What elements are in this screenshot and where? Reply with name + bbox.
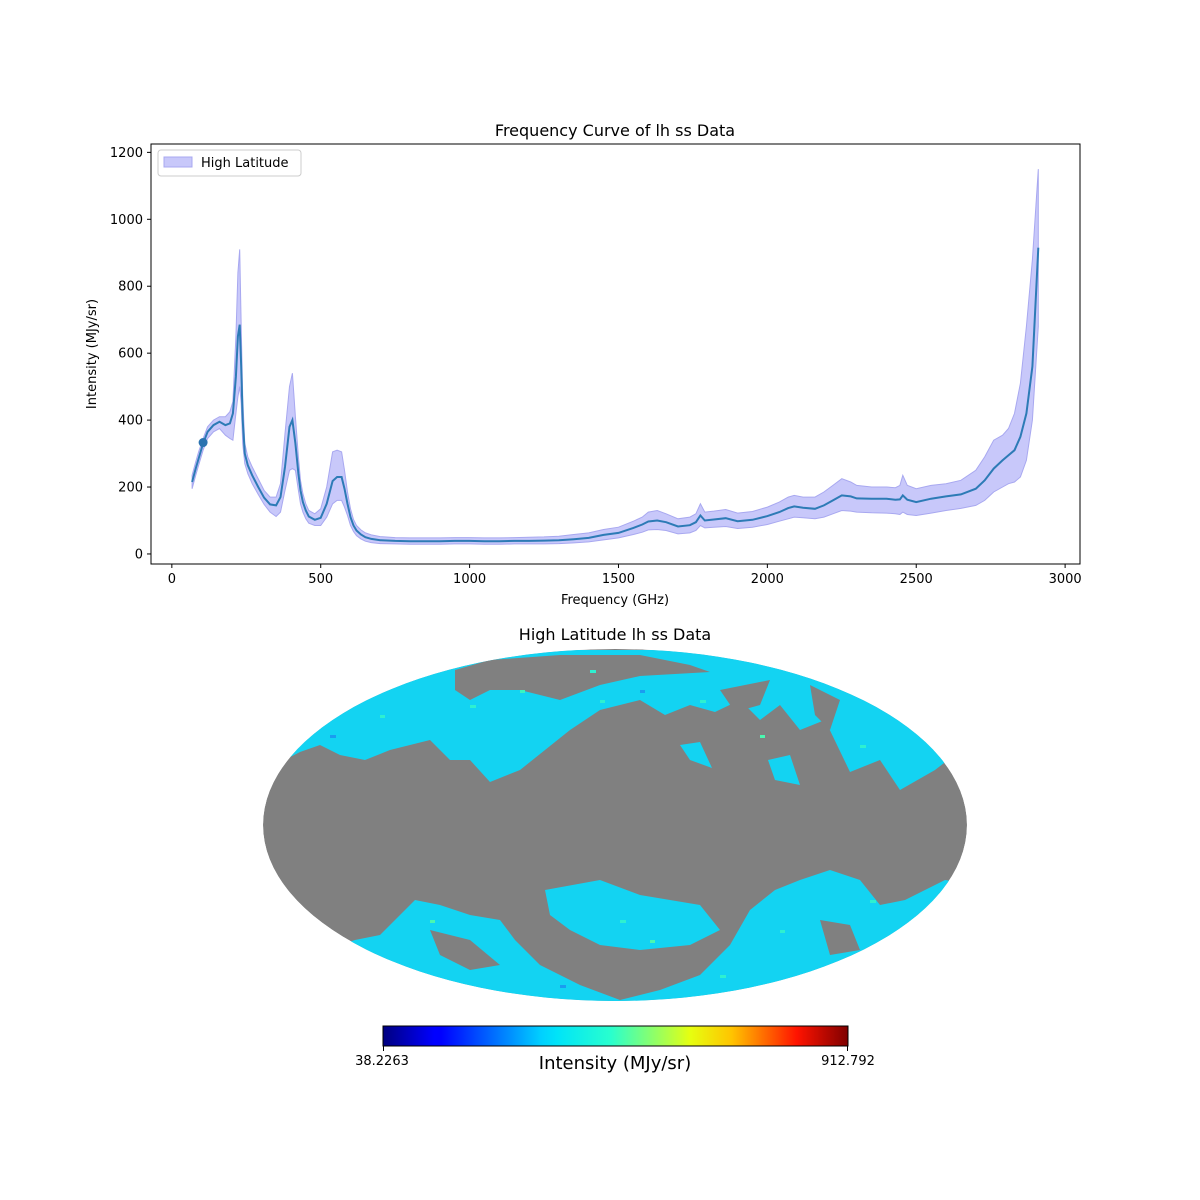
plot-area xyxy=(191,169,1040,545)
x-tick-label: 2000 xyxy=(751,572,784,587)
x-tick-label: 500 xyxy=(308,572,333,587)
x-tick-label: 1500 xyxy=(602,572,635,587)
band-high-latitude xyxy=(191,169,1039,545)
colorbar: 38.2263 912.792 Intensity (MJy/sr) xyxy=(355,1025,875,1074)
legend-swatch xyxy=(163,156,193,168)
map-title: High Latitude lh ss Data xyxy=(519,625,711,644)
y-tick-label: 1200 xyxy=(110,146,143,161)
x-tick-label: 1000 xyxy=(453,572,486,587)
data-point-marker xyxy=(198,438,208,448)
series-line-high-latitude xyxy=(191,247,1040,543)
x-tick-label: 0 xyxy=(168,572,176,587)
colorbar-title: Intensity (MJy/sr) xyxy=(539,1053,691,1074)
mollweide-map xyxy=(263,649,967,1001)
y-tick-label: 200 xyxy=(118,481,143,496)
colorbar-gradient xyxy=(382,1025,849,1047)
y-tick-label: 600 xyxy=(118,347,143,362)
north-cap-region xyxy=(263,650,967,790)
x-ticks: 0 500 1000 1500 2000 2500 3000 xyxy=(168,564,1082,587)
chart-title: Frequency Curve of lh ss Data xyxy=(495,121,735,140)
intensity-speckles xyxy=(330,670,876,988)
legend-label: High Latitude xyxy=(201,156,289,171)
x-tick-label: 2500 xyxy=(900,572,933,587)
x-tick-label: 3000 xyxy=(1049,572,1082,587)
y-tick-label: 1000 xyxy=(110,213,143,228)
y-tick-label: 400 xyxy=(118,414,143,429)
colorbar-max-label: 912.792 xyxy=(821,1054,875,1069)
axes-frame xyxy=(150,143,1081,565)
y-tick-label: 800 xyxy=(118,280,143,295)
y-axis-label: Intensity (MJy/sr) xyxy=(85,299,100,409)
x-axis-label: Frequency (GHz) xyxy=(561,593,669,608)
y-tick-label: 0 xyxy=(135,547,143,562)
legend: High Latitude xyxy=(157,149,302,177)
south-cap-region xyxy=(263,870,967,1001)
y-ticks: 0 200 400 600 800 1000 1200 xyxy=(110,146,151,562)
sky-map: High Latitude lh ss Data xyxy=(263,625,967,1074)
line-chart: Frequency Curve of lh ss Data Frequency … xyxy=(85,121,1082,608)
colorbar-min-label: 38.2263 xyxy=(355,1054,409,1069)
